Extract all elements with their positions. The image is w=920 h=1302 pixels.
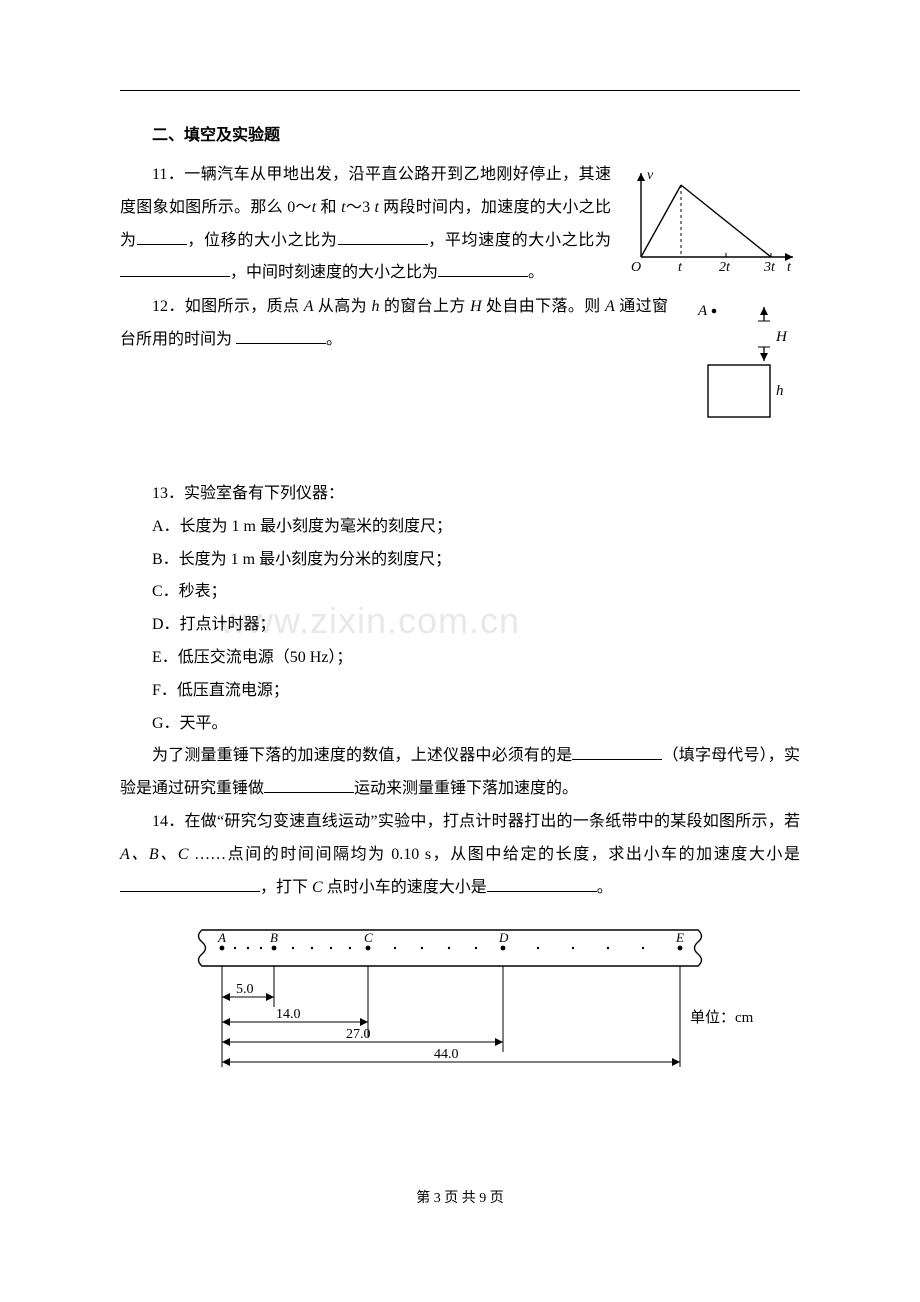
top-rule xyxy=(120,90,800,91)
q14-text: 14．在做“研究匀变速直线运动”实验中，打点计时器打出的一条纸带中的某段如图所示… xyxy=(120,806,800,904)
q12-A: A xyxy=(304,298,314,315)
axis-t-label: t xyxy=(787,260,792,275)
fig12-A: A xyxy=(697,303,708,319)
q11-seg-mid: ，中间时刻速度的大小之比为 xyxy=(230,264,438,281)
q13-opt-c: C．秒表； xyxy=(120,576,800,609)
q12-s2: 的窗台上方 xyxy=(379,298,470,315)
q12-A2: A xyxy=(605,298,615,315)
q12-H: H xyxy=(470,298,482,315)
q14-s4: 点时小车的速度大小是 xyxy=(323,879,487,896)
q14-abc: A、B、C xyxy=(120,846,189,863)
q13-tail: 为了测量重锤下落的加速度的数值，上述仪器中必须有的是（填字母代号），实验是通过研… xyxy=(120,740,800,806)
section-title: 二、填空及实验题 xyxy=(120,121,800,145)
q13-t1: 为了测量重锤下落的加速度的数值，上述仪器中必须有的是 xyxy=(152,747,572,764)
blank-q11-4 xyxy=(438,276,528,277)
dim-14: 14.0 xyxy=(276,1007,301,1022)
dim-5: 5.0 xyxy=(236,982,254,997)
footer-pre: 第 xyxy=(416,1191,434,1206)
blank-q14-1 xyxy=(120,891,260,892)
tape-figure: A B C D xyxy=(190,922,730,1097)
tape-A: A xyxy=(217,930,226,945)
q12-s3: 处自由下落。则 xyxy=(482,298,605,315)
tape-D: D xyxy=(498,930,509,945)
q14-s2: ……点间的时间间隔均为 0.10 s，从图中给定的长度，求出小车的加速度大小是 xyxy=(189,846,801,863)
q13-opt-b: B．长度为 1 m 最小刻度为分米的刻度尺； xyxy=(120,544,800,577)
axis-v-label: v xyxy=(647,168,654,183)
q11-seg-t2: ～3 xyxy=(346,199,375,216)
blank-q11-2 xyxy=(338,244,428,245)
unit-label: 单位：cm xyxy=(690,1009,754,1026)
q11-period: 。 xyxy=(528,264,544,281)
blank-q14-2 xyxy=(487,891,597,892)
tick-3t: 3t xyxy=(763,260,776,275)
tape-B: B xyxy=(270,930,278,945)
blank-q13-1 xyxy=(572,759,662,760)
q13-opt-g: G．天平。 xyxy=(120,708,800,741)
q14-s3: ，打下 xyxy=(260,879,312,896)
q11-seg-t1: 和 xyxy=(316,199,341,216)
footer-mid: 页 共 xyxy=(441,1191,480,1206)
blank-q12 xyxy=(236,343,326,344)
q12-figure: A H h xyxy=(690,297,800,432)
q14-period: 。 xyxy=(597,879,613,896)
q11-graph: v O t 2t 3t t xyxy=(625,165,800,285)
tick-t: t xyxy=(678,260,683,275)
q13-opt-d: D．打点计时器； xyxy=(120,609,800,642)
q13-opt-e: E．低压交流电源（50 Hz）； xyxy=(120,642,800,675)
footer-suf: 页 xyxy=(486,1191,504,1206)
q12-period: 。 xyxy=(326,331,342,348)
blank-q13-2 xyxy=(264,792,354,793)
page-footer: 第 3 页 共 9 页 xyxy=(120,1187,800,1207)
blank-q11-3 xyxy=(120,276,230,277)
dim-44: 44.0 xyxy=(434,1047,459,1062)
q13-lead: 13．实验室备有下列仪器： xyxy=(120,478,800,511)
q12-s1: 从高为 xyxy=(314,298,372,315)
tape-C: C xyxy=(364,930,373,945)
blank-q11-1 xyxy=(137,244,187,245)
dim-27: 27.0 xyxy=(346,1027,371,1042)
q14-s1: 14．在做“研究匀变速直线运动”实验中，打点计时器打出的一条纸带中的某段如图所示… xyxy=(152,813,800,830)
q12-prefix: 12．如图所示，质点 xyxy=(152,298,304,315)
fig12-H: H xyxy=(775,329,788,345)
q11-seg-disp: ，位移的大小之比为 xyxy=(187,232,338,249)
fig12-h: h xyxy=(776,383,784,399)
footer-page: 3 xyxy=(434,1191,441,1206)
q13-t3: 运动来测量重锤下落加速度的。 xyxy=(354,780,578,797)
q14-C: C xyxy=(312,879,323,896)
tape-E: E xyxy=(675,930,684,945)
q11-seg-vel: ，平均速度的大小之比为 xyxy=(428,232,611,249)
q13-opt-f: F．低压直流电源； xyxy=(120,675,800,708)
tick-2t: 2t xyxy=(719,260,731,275)
origin-label: O xyxy=(631,260,641,275)
q13-opt-a: A．长度为 1 m 最小刻度为毫米的刻度尺； xyxy=(120,511,800,544)
